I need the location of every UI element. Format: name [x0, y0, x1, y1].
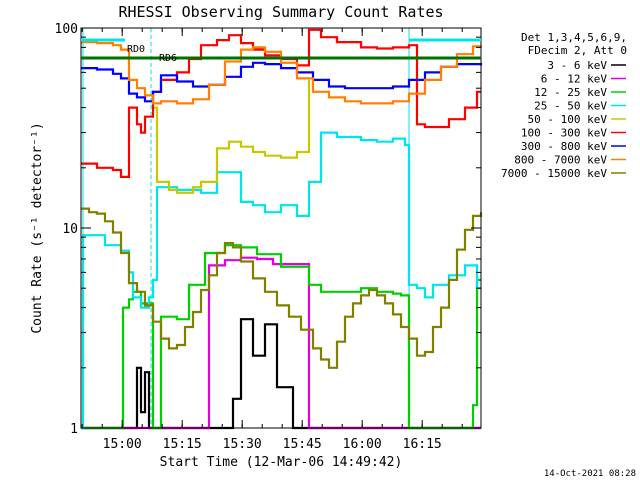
x-tick-label: 15:15: [163, 437, 202, 452]
x-tick-label: 16:00: [343, 437, 382, 452]
legend-label: 12 - 25 keV: [534, 86, 607, 99]
legend-label: 300 - 800 keV: [521, 140, 607, 153]
x-axis: 15:00 15:15 15:30 15:45 16:00 16:15: [81, 28, 463, 452]
y-tick-label: 100: [55, 22, 78, 37]
annotations: RD0 RD6: [81, 38, 481, 64]
x-tick-label: 15:00: [103, 437, 142, 452]
y-axis-label: Count Rate (s⁻¹ detector⁻¹): [30, 122, 45, 333]
annotation-rd6: RD6: [159, 53, 177, 64]
legend-label: 50 - 100 keV: [528, 113, 608, 126]
annotation-rd0: RD0: [127, 44, 145, 55]
legend-label: 100 - 300 keV: [521, 127, 607, 140]
series-line-4: [81, 131, 481, 430]
legend-label: 800 - 7000 keV: [514, 154, 607, 167]
legend: Det 1,3,4,5,6,9,FDecim 2, Att 0 3 - 6 keV…: [501, 31, 627, 180]
chart-title: RHESSI Observing Summary Count Rates: [118, 3, 443, 21]
x-tick-label: 15:30: [223, 437, 262, 452]
y-axis: 1 10 100: [55, 22, 481, 437]
y-tick-label: 10: [62, 222, 78, 237]
series-line-3: [81, 244, 481, 430]
series-line-5: [153, 79, 311, 194]
x-tick-label: 16:15: [403, 437, 442, 452]
legend-header-line: Det 1,3,4,5,6,9,: [521, 31, 627, 44]
legend-label: 7000 - 15000 keV: [501, 167, 607, 180]
x-tick-label: 15:45: [283, 437, 322, 452]
series-line-9: [81, 207, 483, 369]
footer-date: 14-Oct-2021 08:28: [544, 469, 636, 479]
legend-label: 6 - 12 keV: [541, 73, 608, 86]
y-tick-label: 1: [70, 422, 78, 437]
series-line-1: [81, 318, 481, 430]
legend-header-line: FDecim 2, Att 0: [528, 44, 627, 57]
series-line-7: [81, 61, 483, 103]
series-line-8: [81, 41, 483, 105]
legend-label: 3 - 6 keV: [547, 59, 607, 72]
x-axis-label: Start Time (12-Mar-06 14:49:42): [160, 455, 403, 470]
chart-marks: [81, 28, 483, 430]
legend-label: 25 - 50 keV: [534, 100, 607, 113]
